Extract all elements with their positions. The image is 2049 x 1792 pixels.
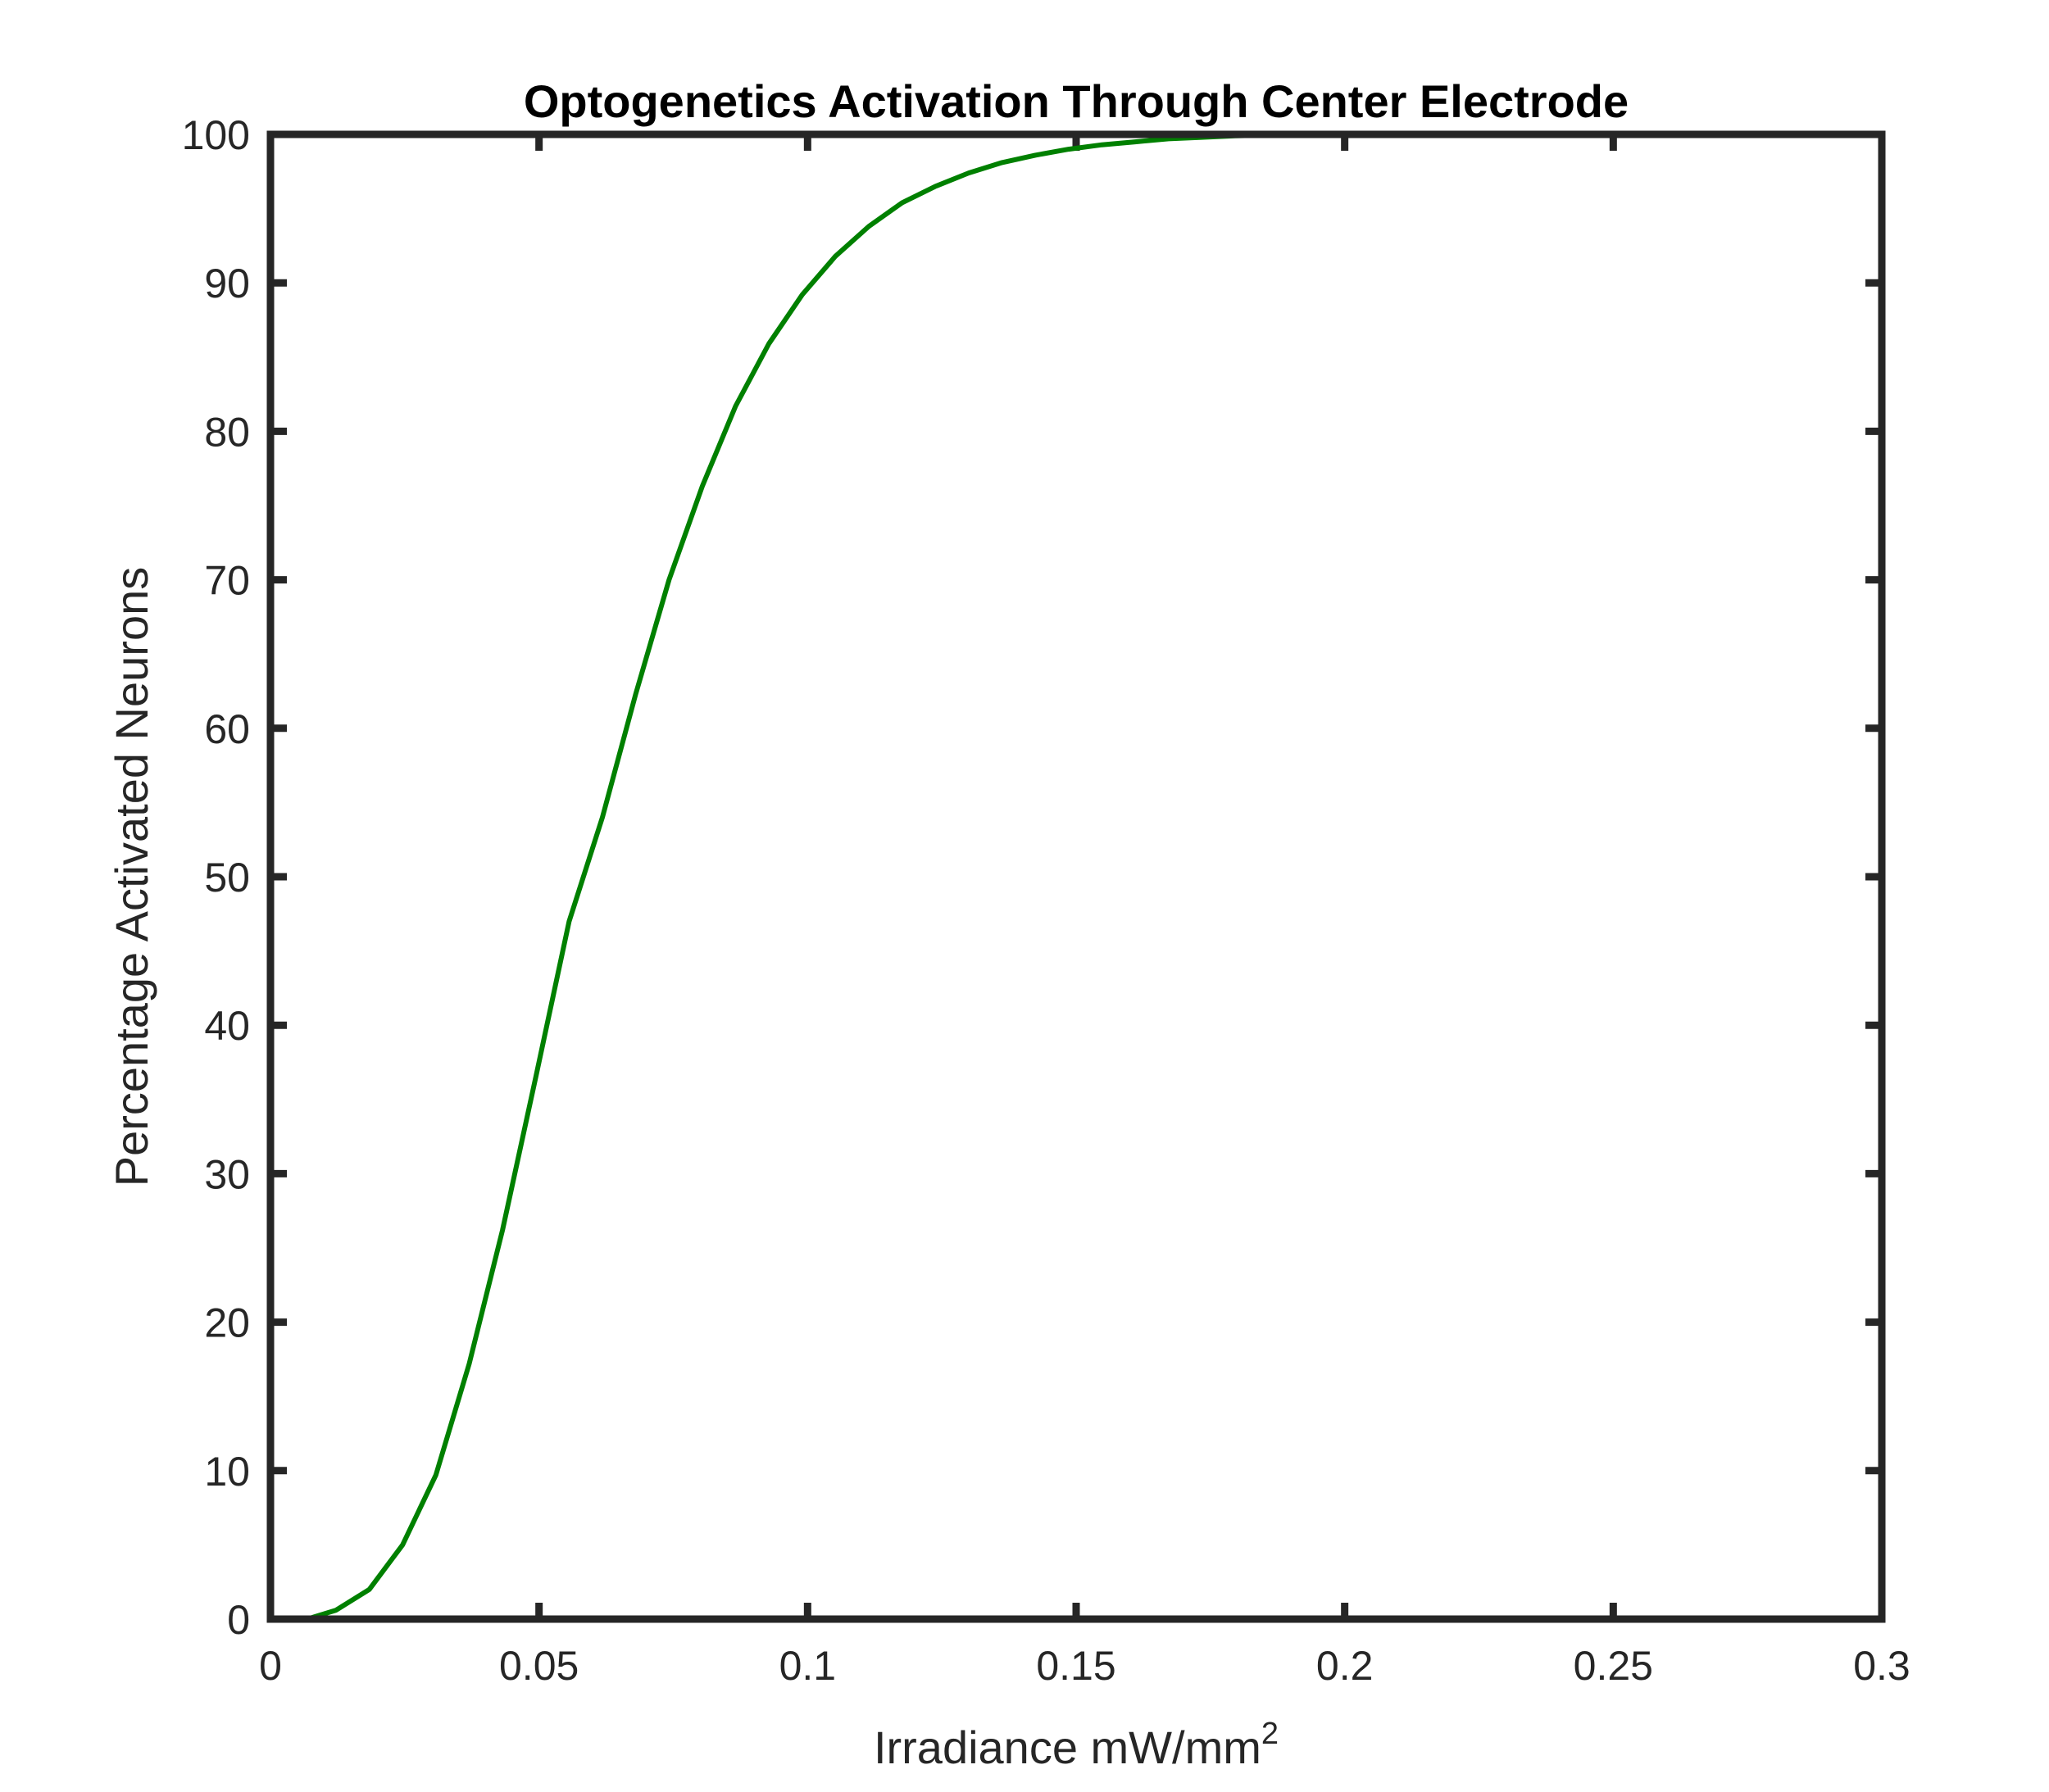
x-axis-title-text: Irradiance mW/mm xyxy=(874,1722,1261,1773)
x-axis-title: Irradiance mW/mm2 xyxy=(874,1717,1279,1773)
y-tick-label: 20 xyxy=(204,1300,250,1346)
x-tick-label: 0.3 xyxy=(1853,1643,1910,1689)
x-axis-title-superscript: 2 xyxy=(1261,1717,1279,1751)
y-tick-label: 80 xyxy=(204,409,250,455)
x-tick-label: 0.05 xyxy=(499,1643,579,1689)
y-tick-label: 40 xyxy=(204,1003,250,1049)
y-tick-label: 60 xyxy=(204,706,250,752)
x-tick-label: 0 xyxy=(259,1643,282,1689)
y-tick-label: 90 xyxy=(204,261,250,306)
x-tick-label: 0.25 xyxy=(1574,1643,1653,1689)
x-tick-label: 0.15 xyxy=(1036,1643,1115,1689)
y-tick-label: 10 xyxy=(204,1449,250,1495)
chart-title: Optogenetics Activation Through Center E… xyxy=(524,75,1629,127)
series-line xyxy=(306,132,1335,1622)
y-tick-label: 70 xyxy=(204,558,250,604)
axes-box xyxy=(266,130,1886,1623)
y-tick-label: 100 xyxy=(182,112,250,158)
x-tick-label: 0.2 xyxy=(1316,1643,1374,1689)
axis-tick-labels: 0 0.05 0.1 0.15 0.2 0.25 0.3 0 10 20 30 40 50 60 70 80 9… xyxy=(182,112,1910,1689)
y-tick-label: 30 xyxy=(204,1151,250,1197)
plot-lines xyxy=(306,132,1335,1622)
y-axis-title: Percentage Activated Neurons xyxy=(106,567,157,1186)
y-tick-label: 50 xyxy=(204,855,250,901)
x-tick-label: 0.1 xyxy=(779,1643,837,1689)
y-tick-label: 0 xyxy=(227,1597,250,1643)
axis-ticks xyxy=(266,130,1886,1623)
